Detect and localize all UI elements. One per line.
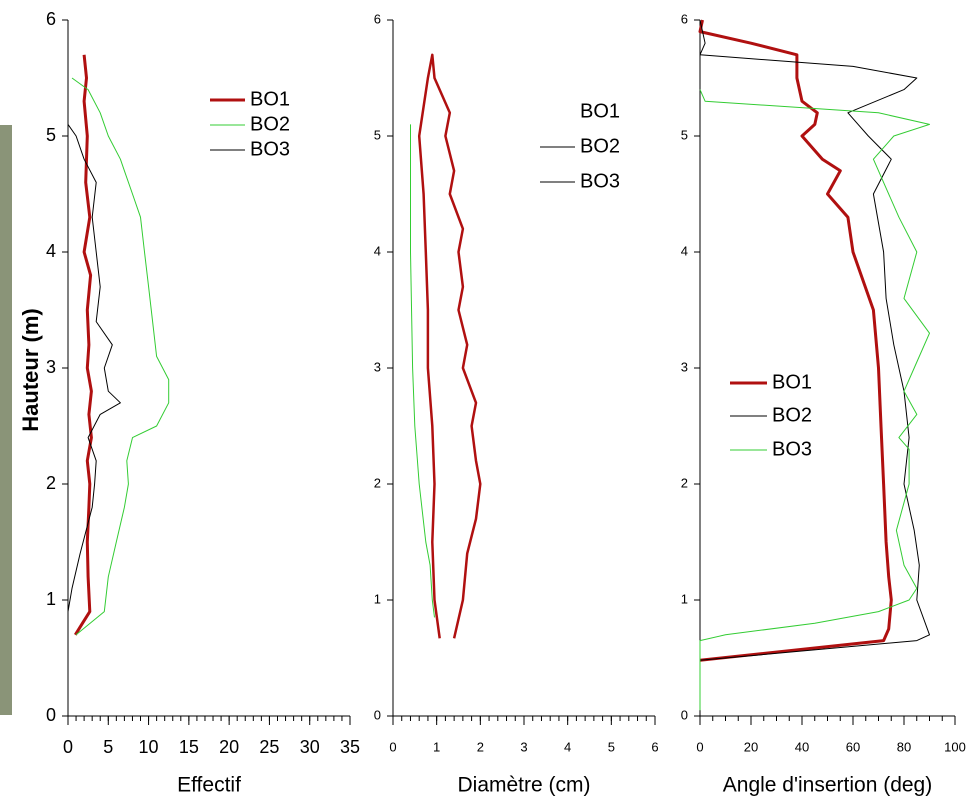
x-tick-label: 0 (63, 737, 73, 757)
series-line (699, 89, 930, 711)
y-tick-label: 0 (46, 705, 56, 725)
x-tick-label: 35 (340, 737, 360, 757)
y-tick-label: 1 (46, 589, 56, 609)
y-tick-label: 5 (681, 127, 688, 142)
y-tick-label: 4 (46, 241, 56, 261)
y-tick-label: 0 (681, 707, 688, 722)
x-axis-label: Diamètre (cm) (457, 774, 590, 797)
y-tick-label: 0 (374, 707, 381, 722)
legend-label: BO2 (250, 113, 290, 135)
legend-label: BO3 (250, 138, 290, 160)
x-tick-label: 5 (608, 739, 615, 754)
series-line (417, 53, 482, 639)
x-tick-label: 1 (433, 739, 440, 754)
series-line (698, 19, 893, 662)
x-tick-label: 0 (389, 739, 396, 754)
x-axis-label: Effectif (177, 774, 241, 797)
y-tick-label: 1 (374, 591, 381, 606)
x-tick-label: 30 (300, 737, 320, 757)
y-tick-label: 6 (681, 11, 688, 26)
photo-strip (0, 125, 12, 715)
legend-label: BO2 (772, 404, 812, 426)
series-line (410, 124, 435, 618)
x-tick-label: 0 (696, 739, 703, 754)
y-tick-label: 2 (374, 475, 381, 490)
y-tick-label: 6 (46, 9, 56, 29)
series-line (699, 19, 930, 661)
x-tick-label: 100 (944, 739, 966, 754)
y-tick-label: 4 (681, 243, 688, 258)
series-line (71, 77, 170, 636)
x-tick-label: 15 (179, 737, 199, 757)
y-tick-label: 5 (374, 127, 381, 142)
x-tick-label: 80 (897, 739, 911, 754)
x-tick-label: 25 (259, 737, 279, 757)
x-tick-label: 60 (846, 739, 860, 754)
y-tick-label: 3 (374, 359, 381, 374)
legend-label: BO2 (580, 135, 620, 157)
x-tick-label: 3 (520, 739, 527, 754)
legend-label: BO1 (772, 371, 812, 393)
x-tick-label: 20 (219, 737, 239, 757)
x-axis-label: Angle d'insertion (deg) (723, 774, 932, 797)
legend-label: BO3 (580, 170, 620, 192)
x-tick-label: 2 (477, 739, 484, 754)
y-tick-label: 5 (46, 125, 56, 145)
y-tick-label: 3 (681, 359, 688, 374)
legend-label: BO1 (580, 100, 620, 122)
series-line (74, 54, 93, 636)
y-tick-label: 2 (46, 473, 56, 493)
x-tick-label: 5 (103, 737, 113, 757)
x-tick-label: 6 (651, 739, 658, 754)
y-tick-label: 2 (681, 475, 688, 490)
x-tick-label: 20 (744, 739, 758, 754)
series-line (67, 124, 121, 612)
y-tick-label: 6 (374, 11, 381, 26)
y-tick-label: 1 (681, 591, 688, 606)
legend-label: BO1 (250, 88, 290, 110)
y-tick-label: 3 (46, 357, 56, 377)
y-tick-label: 4 (374, 243, 381, 258)
legend-label: BO3 (772, 438, 812, 460)
x-tick-label: 10 (139, 737, 159, 757)
x-tick-label: 4 (564, 739, 571, 754)
y-axis-label: Hauteur (m) (18, 308, 43, 431)
x-tick-label: 40 (795, 739, 809, 754)
